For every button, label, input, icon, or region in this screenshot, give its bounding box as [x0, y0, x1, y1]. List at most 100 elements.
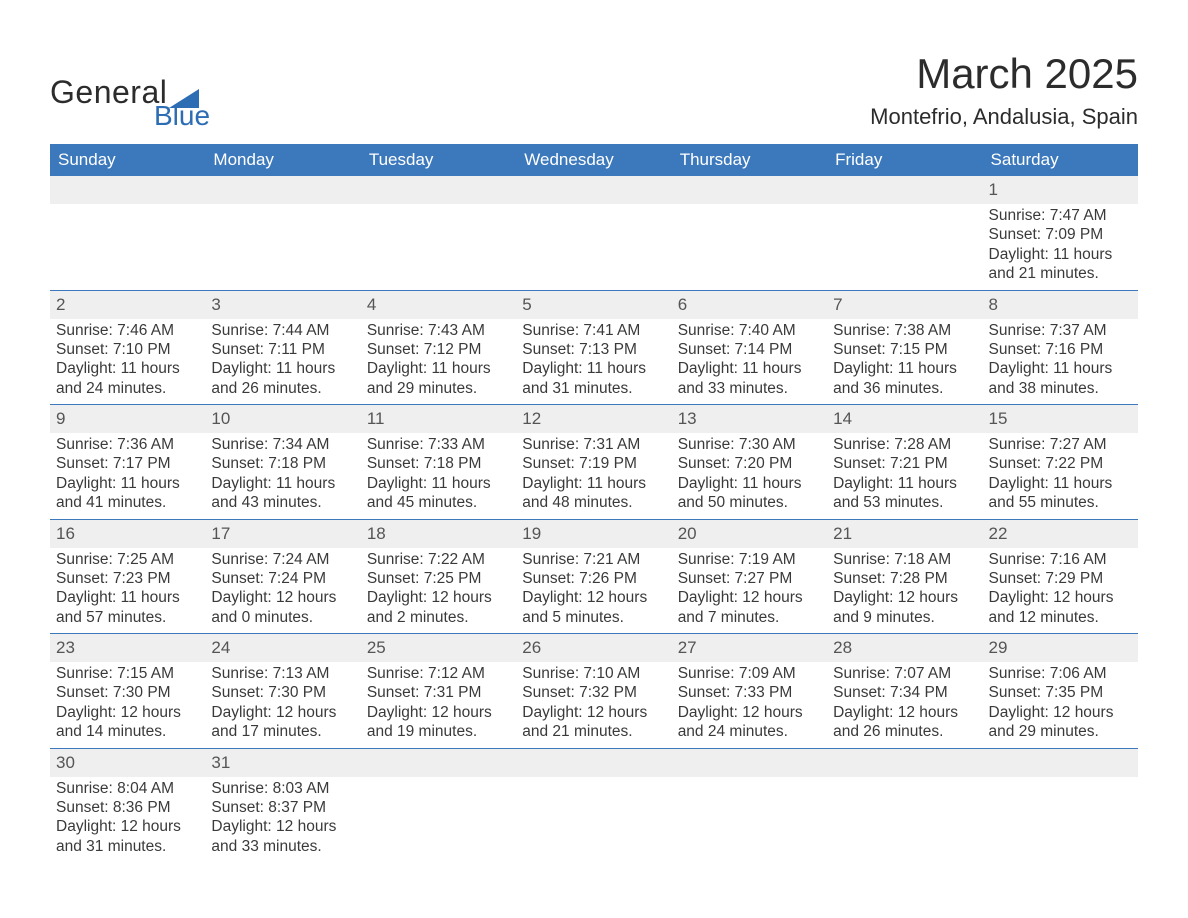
weekday-header: Sunday [50, 144, 205, 176]
daylight-line: Daylight: 12 hours and 29 minutes. [989, 703, 1132, 742]
day-data-cell: Sunrise: 7:46 AMSunset: 7:10 PMDaylight:… [50, 319, 205, 405]
sunrise-line: Sunrise: 7:38 AM [833, 321, 976, 340]
daylight-line: Daylight: 11 hours and 29 minutes. [367, 359, 510, 398]
sunset-line: Sunset: 7:33 PM [678, 683, 821, 702]
date-number-cell [983, 748, 1138, 777]
day-data-cell: Sunrise: 7:41 AMSunset: 7:13 PMDaylight:… [516, 319, 671, 405]
weekday-header: Tuesday [361, 144, 516, 176]
sunrise-line: Sunrise: 7:46 AM [56, 321, 199, 340]
sunrise-line: Sunrise: 7:06 AM [989, 664, 1132, 683]
date-number-row: 1 [50, 176, 1138, 204]
date-number-cell: 15 [983, 405, 1138, 434]
date-number-row: 2345678 [50, 290, 1138, 319]
logo-word-general: General [50, 76, 167, 108]
date-number-cell [827, 176, 982, 204]
day-data-row: Sunrise: 7:46 AMSunset: 7:10 PMDaylight:… [50, 319, 1138, 405]
day-data-cell: Sunrise: 7:15 AMSunset: 7:30 PMDaylight:… [50, 662, 205, 748]
sunset-line: Sunset: 7:20 PM [678, 454, 821, 473]
day-data-cell: Sunrise: 8:04 AMSunset: 8:36 PMDaylight:… [50, 777, 205, 863]
sunset-line: Sunset: 7:16 PM [989, 340, 1132, 359]
sunset-line: Sunset: 7:23 PM [56, 569, 199, 588]
sunrise-line: Sunrise: 7:16 AM [989, 550, 1132, 569]
day-data-cell: Sunrise: 7:38 AMSunset: 7:15 PMDaylight:… [827, 319, 982, 405]
date-number-cell: 13 [672, 405, 827, 434]
sunrise-line: Sunrise: 7:31 AM [522, 435, 665, 454]
day-data-cell: Sunrise: 7:31 AMSunset: 7:19 PMDaylight:… [516, 433, 671, 519]
sunrise-line: Sunrise: 7:13 AM [211, 664, 354, 683]
sunset-line: Sunset: 7:10 PM [56, 340, 199, 359]
sunset-line: Sunset: 7:18 PM [211, 454, 354, 473]
daylight-line: Daylight: 12 hours and 19 minutes. [367, 703, 510, 742]
day-data-row: Sunrise: 7:25 AMSunset: 7:23 PMDaylight:… [50, 548, 1138, 634]
day-data-cell [361, 777, 516, 863]
day-data-cell: Sunrise: 7:12 AMSunset: 7:31 PMDaylight:… [361, 662, 516, 748]
daylight-line: Daylight: 11 hours and 38 minutes. [989, 359, 1132, 398]
date-number-cell: 9 [50, 405, 205, 434]
sunset-line: Sunset: 7:15 PM [833, 340, 976, 359]
sunrise-line: Sunrise: 7:09 AM [678, 664, 821, 683]
date-number-row: 16171819202122 [50, 519, 1138, 548]
sunset-line: Sunset: 7:22 PM [989, 454, 1132, 473]
daylight-line: Daylight: 12 hours and 0 minutes. [211, 588, 354, 627]
day-data-cell [827, 204, 982, 290]
daylight-line: Daylight: 11 hours and 57 minutes. [56, 588, 199, 627]
date-number-cell: 18 [361, 519, 516, 548]
date-number-cell [205, 176, 360, 204]
sunset-line: Sunset: 7:21 PM [833, 454, 976, 473]
sunset-line: Sunset: 7:34 PM [833, 683, 976, 702]
date-number-cell: 27 [672, 634, 827, 663]
date-number-cell: 5 [516, 290, 671, 319]
sunset-line: Sunset: 7:14 PM [678, 340, 821, 359]
sunrise-line: Sunrise: 7:28 AM [833, 435, 976, 454]
day-data-cell: Sunrise: 7:24 AMSunset: 7:24 PMDaylight:… [205, 548, 360, 634]
sunset-line: Sunset: 7:19 PM [522, 454, 665, 473]
date-number-cell: 12 [516, 405, 671, 434]
date-number-row: 9101112131415 [50, 405, 1138, 434]
sunrise-line: Sunrise: 7:47 AM [989, 206, 1132, 225]
date-number-cell [827, 748, 982, 777]
day-data-cell [827, 777, 982, 863]
sunrise-line: Sunrise: 7:37 AM [989, 321, 1132, 340]
sunset-line: Sunset: 7:30 PM [211, 683, 354, 702]
day-data-row: Sunrise: 7:36 AMSunset: 7:17 PMDaylight:… [50, 433, 1138, 519]
date-number-cell: 25 [361, 634, 516, 663]
date-number-cell [50, 176, 205, 204]
daylight-line: Daylight: 11 hours and 24 minutes. [56, 359, 199, 398]
daylight-line: Daylight: 11 hours and 21 minutes. [989, 245, 1132, 284]
daylight-line: Daylight: 12 hours and 33 minutes. [211, 817, 354, 856]
date-number-cell [361, 748, 516, 777]
date-number-cell: 23 [50, 634, 205, 663]
date-number-cell [672, 176, 827, 204]
sunrise-line: Sunrise: 7:30 AM [678, 435, 821, 454]
weekday-header: Saturday [983, 144, 1138, 176]
calendar-table: Sunday Monday Tuesday Wednesday Thursday… [50, 144, 1138, 862]
daylight-line: Daylight: 11 hours and 26 minutes. [211, 359, 354, 398]
daylight-line: Daylight: 12 hours and 21 minutes. [522, 703, 665, 742]
date-number-cell: 8 [983, 290, 1138, 319]
date-number-cell: 31 [205, 748, 360, 777]
day-data-cell: Sunrise: 7:06 AMSunset: 7:35 PMDaylight:… [983, 662, 1138, 748]
date-number-cell: 11 [361, 405, 516, 434]
day-data-cell: Sunrise: 7:07 AMSunset: 7:34 PMDaylight:… [827, 662, 982, 748]
weekday-header: Monday [205, 144, 360, 176]
daylight-line: Daylight: 12 hours and 31 minutes. [56, 817, 199, 856]
day-data-cell: Sunrise: 7:16 AMSunset: 7:29 PMDaylight:… [983, 548, 1138, 634]
sunset-line: Sunset: 7:28 PM [833, 569, 976, 588]
date-number-cell: 2 [50, 290, 205, 319]
sunset-line: Sunset: 7:12 PM [367, 340, 510, 359]
weekday-header: Thursday [672, 144, 827, 176]
date-number-cell: 1 [983, 176, 1138, 204]
sunset-line: Sunset: 7:13 PM [522, 340, 665, 359]
day-data-cell: Sunrise: 7:37 AMSunset: 7:16 PMDaylight:… [983, 319, 1138, 405]
day-data-row: Sunrise: 7:47 AMSunset: 7:09 PMDaylight:… [50, 204, 1138, 290]
day-data-cell: Sunrise: 7:21 AMSunset: 7:26 PMDaylight:… [516, 548, 671, 634]
daylight-line: Daylight: 12 hours and 2 minutes. [367, 588, 510, 627]
daylight-line: Daylight: 11 hours and 31 minutes. [522, 359, 665, 398]
day-data-cell: Sunrise: 7:22 AMSunset: 7:25 PMDaylight:… [361, 548, 516, 634]
daylight-line: Daylight: 11 hours and 48 minutes. [522, 474, 665, 513]
daylight-line: Daylight: 11 hours and 55 minutes. [989, 474, 1132, 513]
day-data-row: Sunrise: 8:04 AMSunset: 8:36 PMDaylight:… [50, 777, 1138, 863]
sunrise-line: Sunrise: 7:40 AM [678, 321, 821, 340]
sunset-line: Sunset: 8:37 PM [211, 798, 354, 817]
daylight-line: Daylight: 11 hours and 43 minutes. [211, 474, 354, 513]
